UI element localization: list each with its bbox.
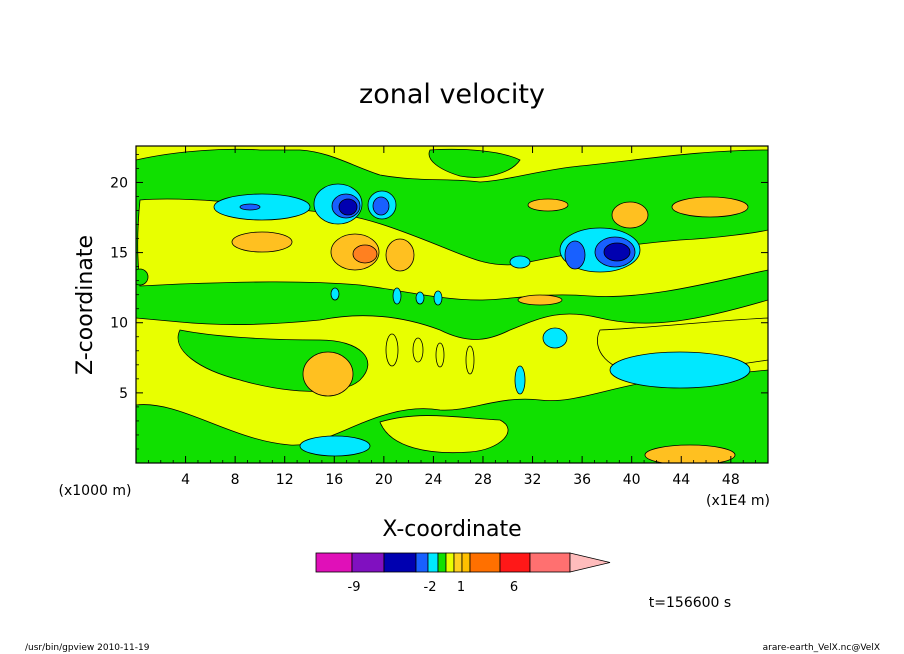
colorbar: -9 -2 1 6	[315, 552, 611, 595]
chart-title: zonal velocity	[359, 79, 545, 110]
footer-left: /usr/bin/gpview 2010-11-19	[25, 643, 150, 653]
colorbar-swatch	[351, 552, 385, 573]
contour-orange-right	[611, 201, 649, 229]
contour-small-blob	[435, 342, 445, 368]
x-tick-label: 12	[276, 472, 294, 488]
y-unit-label: (x1000 m)	[59, 483, 132, 499]
x-tick-label: 48	[722, 472, 740, 488]
contour-small-blob	[136, 268, 149, 286]
x-tick-label: 40	[623, 472, 641, 488]
colorbar-swatch	[461, 552, 471, 573]
contour-small-blob	[465, 345, 475, 375]
colorbar-label: 1	[457, 580, 465, 595]
colorbar-arrow	[569, 552, 611, 573]
contour-small-blob	[412, 337, 424, 363]
colorbar-swatch	[445, 552, 455, 573]
contour-orange-lower	[302, 351, 354, 397]
contour-cyan-small2	[509, 255, 531, 269]
contour-small-blob	[433, 290, 443, 306]
contour-cyan-small1	[542, 327, 568, 349]
x-axis-label: X-coordinate	[382, 517, 521, 542]
x-tick-label: 8	[231, 472, 240, 488]
x-tick-label: 24	[424, 472, 442, 488]
y-axis: 5 10 15 20	[110, 154, 768, 450]
x-tick-label: 16	[325, 472, 343, 488]
x-tick-label: 36	[573, 472, 591, 488]
contour-darkblue-left	[338, 198, 358, 216]
colorbar-label: 6	[510, 580, 518, 595]
x-unit-label: (x1E4 m)	[706, 493, 770, 509]
time-label: t=156600 s	[649, 595, 731, 611]
footer-right: arare-earth_VelX.nc@VelX	[763, 643, 880, 653]
y-axis-label: Z-coordinate	[73, 235, 98, 375]
colorbar-swatch	[529, 552, 571, 573]
colorbar-swatch	[315, 552, 353, 573]
colorbar-swatch	[427, 552, 439, 573]
contour-cyan-left	[213, 193, 311, 221]
contour-blue-right	[564, 240, 586, 270]
y-tick-label: 15	[110, 246, 128, 262]
y-tick-label: 10	[110, 316, 128, 332]
colorbar-swatch	[453, 552, 463, 573]
contour-darkblue-right	[603, 242, 631, 262]
contour-orange-top-center	[527, 198, 569, 212]
x-tick-label: 4	[181, 472, 190, 488]
contour-orange-core	[352, 244, 378, 264]
colorbar-swatch	[437, 552, 447, 573]
colorbar-swatch	[383, 552, 417, 573]
contour-green-upper-center	[428, 148, 521, 178]
contour-field	[136, 146, 768, 463]
colorbar-label: -2	[424, 580, 437, 595]
x-tick-label: 28	[474, 472, 492, 488]
x-tick-label: 44	[672, 472, 690, 488]
contour-small-blob	[330, 287, 340, 301]
y-tick-label: 5	[119, 386, 128, 402]
contour-small-blob	[415, 291, 425, 305]
contour-small-blob	[514, 365, 526, 395]
contour-small-blob	[392, 287, 402, 305]
contour-cyan-right-low	[609, 351, 751, 389]
contour-blue-mid	[372, 196, 390, 216]
x-tick-label: 20	[375, 472, 393, 488]
contour-blue-small-left	[239, 203, 261, 211]
contour-orange-far-right	[671, 196, 749, 218]
x-tick-label: 32	[524, 472, 542, 488]
contour-yellow-low	[379, 415, 509, 453]
contour-orange-bottom-right	[644, 444, 736, 463]
contour-cyan-bottom	[299, 435, 371, 457]
colorbar-swatch	[499, 552, 531, 573]
colorbar-label: -9	[348, 580, 361, 595]
colorbar-swatch	[415, 552, 429, 573]
contour-small-blob	[385, 333, 399, 367]
contour-orange-mid2	[385, 238, 415, 272]
colorbar-swatch	[469, 552, 501, 573]
x-axis: 4 8 12 16 20 24 28 32 36 40 44 48	[147, 146, 757, 488]
plot-frame	[135, 145, 769, 464]
contour-orange-left	[231, 231, 293, 253]
contour-orange-mid-right	[517, 294, 563, 306]
y-tick-label: 20	[110, 175, 128, 191]
